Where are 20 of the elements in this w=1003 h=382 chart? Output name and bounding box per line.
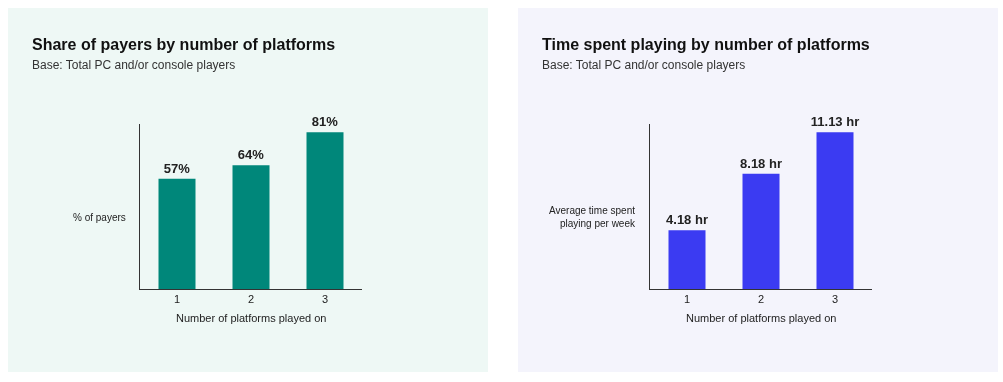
data-label: 81% bbox=[311, 114, 339, 130]
chart-title: Share of payers by number of platforms bbox=[32, 36, 336, 53]
chart-title: Time spent playing by number of platforms bbox=[542, 36, 870, 53]
data-label: 11.13 hr bbox=[810, 114, 860, 130]
x-tick-label: 2 bbox=[247, 293, 255, 306]
y-axis-title: Average time spent playing per week bbox=[549, 205, 636, 229]
x-axis-title: Number of platforms played on bbox=[176, 312, 327, 324]
y-axis-title: % of payers bbox=[73, 212, 126, 223]
data-label: 57% bbox=[163, 160, 191, 176]
x-tick-label: 1 bbox=[173, 293, 181, 306]
data-label: 8.18 hr bbox=[740, 155, 782, 171]
data-label: 64% bbox=[237, 147, 265, 163]
x-tick-label: 1 bbox=[683, 293, 691, 306]
chart-subtitle: Base: Total PC and/or console players bbox=[32, 58, 236, 72]
data-label: 4.18 hr bbox=[666, 212, 708, 228]
x-tick-label: 2 bbox=[757, 293, 765, 306]
x-tick-label: 3 bbox=[321, 293, 329, 306]
x-tick-label: 3 bbox=[831, 293, 839, 306]
x-axis-title: Number of platforms played on bbox=[686, 312, 837, 324]
chart-subtitle: Base: Total PC and/or console players bbox=[542, 58, 746, 72]
